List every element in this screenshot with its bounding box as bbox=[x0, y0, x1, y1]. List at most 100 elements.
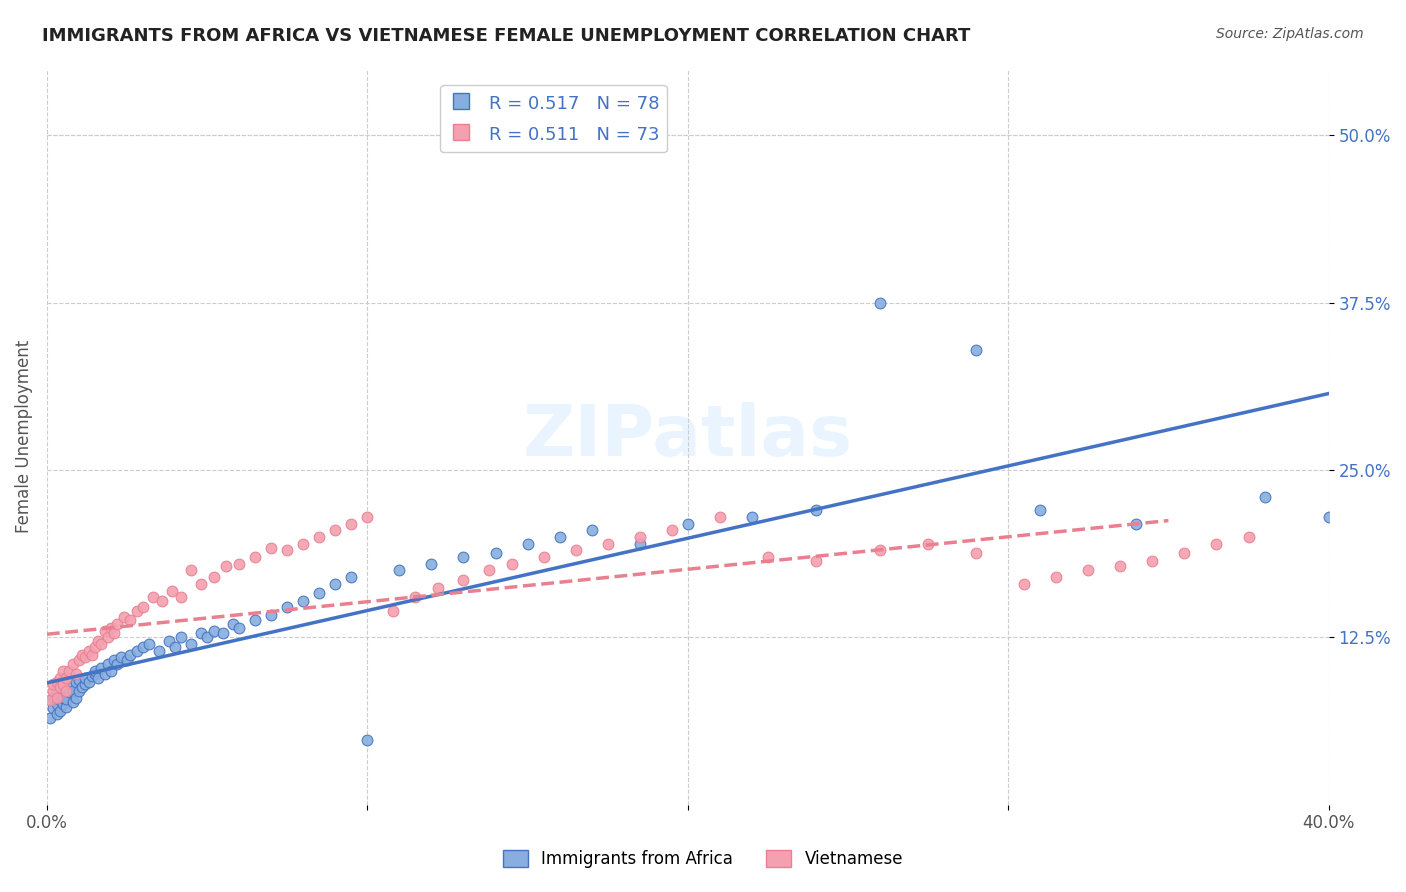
Point bbox=[52, 698, 75, 712]
Point bbox=[212, 626, 235, 640]
Point bbox=[596, 537, 619, 551]
Point bbox=[292, 594, 315, 608]
Point bbox=[202, 624, 225, 638]
Point bbox=[62, 657, 84, 672]
Point bbox=[97, 631, 120, 645]
Point bbox=[478, 564, 501, 578]
Point bbox=[404, 591, 426, 605]
Point bbox=[65, 690, 87, 705]
Point bbox=[260, 541, 283, 555]
Point bbox=[323, 523, 346, 537]
Point bbox=[170, 591, 193, 605]
Point bbox=[356, 509, 378, 524]
Point bbox=[804, 503, 827, 517]
Point bbox=[426, 581, 449, 595]
Point bbox=[308, 586, 330, 600]
Point bbox=[243, 613, 266, 627]
Point bbox=[42, 684, 65, 698]
Point bbox=[90, 637, 112, 651]
Point bbox=[381, 604, 404, 618]
Point bbox=[1125, 516, 1147, 531]
Point bbox=[103, 653, 125, 667]
Point bbox=[70, 648, 93, 662]
Point bbox=[65, 674, 87, 689]
Point bbox=[148, 644, 170, 658]
Point bbox=[58, 685, 80, 699]
Point bbox=[222, 617, 245, 632]
Point bbox=[39, 711, 62, 725]
Point bbox=[97, 657, 120, 672]
Point bbox=[804, 554, 827, 568]
Point bbox=[516, 537, 538, 551]
Point bbox=[125, 604, 148, 618]
Point bbox=[1205, 537, 1227, 551]
Point bbox=[87, 634, 110, 648]
Point bbox=[75, 671, 97, 685]
Point bbox=[190, 577, 212, 591]
Point bbox=[100, 621, 122, 635]
Point bbox=[340, 516, 363, 531]
Point bbox=[1173, 546, 1195, 560]
Point bbox=[67, 673, 90, 688]
Point bbox=[48, 671, 70, 685]
Point bbox=[45, 698, 67, 712]
Point bbox=[93, 666, 115, 681]
Point bbox=[1317, 509, 1340, 524]
Point bbox=[138, 637, 160, 651]
Point bbox=[533, 550, 555, 565]
Point bbox=[965, 343, 987, 357]
Point bbox=[115, 653, 138, 667]
Point bbox=[77, 644, 100, 658]
Point bbox=[45, 690, 67, 705]
Point bbox=[67, 653, 90, 667]
Point bbox=[84, 666, 107, 681]
Point bbox=[165, 640, 187, 654]
Text: Source: ZipAtlas.com: Source: ZipAtlas.com bbox=[1216, 27, 1364, 41]
Point bbox=[45, 706, 67, 721]
Point bbox=[52, 677, 75, 691]
Point bbox=[77, 674, 100, 689]
Point bbox=[55, 700, 77, 714]
Point bbox=[105, 617, 128, 632]
Point bbox=[202, 570, 225, 584]
Point bbox=[100, 664, 122, 678]
Point bbox=[55, 692, 77, 706]
Point bbox=[1253, 490, 1275, 504]
Point bbox=[42, 677, 65, 691]
Point bbox=[628, 537, 651, 551]
Point bbox=[125, 644, 148, 658]
Point bbox=[917, 537, 939, 551]
Point bbox=[292, 537, 315, 551]
Point bbox=[52, 680, 75, 694]
Point bbox=[420, 557, 443, 571]
Point bbox=[132, 599, 155, 614]
Point bbox=[453, 550, 475, 565]
Point bbox=[628, 530, 651, 544]
Point bbox=[215, 559, 238, 574]
Point bbox=[62, 684, 84, 698]
Point bbox=[1109, 559, 1132, 574]
Point bbox=[55, 684, 77, 698]
Point bbox=[501, 557, 523, 571]
Point bbox=[180, 564, 202, 578]
Legend: Immigrants from Africa, Vietnamese: Immigrants from Africa, Vietnamese bbox=[496, 843, 910, 875]
Point bbox=[48, 688, 70, 702]
Point bbox=[581, 523, 603, 537]
Point bbox=[1077, 564, 1099, 578]
Point bbox=[80, 669, 103, 683]
Point bbox=[70, 680, 93, 694]
Point bbox=[1237, 530, 1260, 544]
Point bbox=[58, 677, 80, 691]
Point bbox=[1142, 554, 1164, 568]
Point bbox=[52, 690, 75, 705]
Point bbox=[709, 509, 731, 524]
Point bbox=[39, 693, 62, 707]
Point bbox=[676, 516, 699, 531]
Point bbox=[142, 591, 165, 605]
Point bbox=[228, 557, 250, 571]
Point bbox=[869, 295, 891, 310]
Point bbox=[323, 577, 346, 591]
Point bbox=[356, 733, 378, 747]
Point bbox=[453, 573, 475, 587]
Point bbox=[52, 664, 75, 678]
